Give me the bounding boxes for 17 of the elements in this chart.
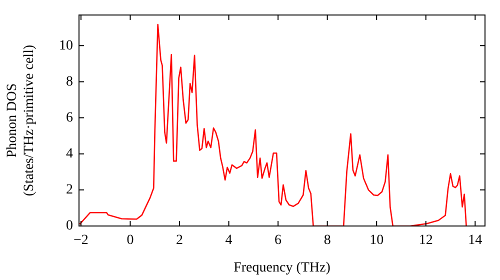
x-tick-label: 4 bbox=[225, 233, 232, 248]
x-tick-label: 14 bbox=[468, 233, 482, 248]
y-tick-label: 8 bbox=[66, 74, 73, 90]
y-tick-label: 4 bbox=[66, 146, 73, 162]
x-tick-label: 2 bbox=[176, 233, 184, 248]
x-axis-title: Frequency (THz) bbox=[234, 260, 331, 276]
x-tick-label: 12 bbox=[418, 233, 433, 248]
y-tick-label: 0 bbox=[66, 218, 73, 234]
x-tick-label: 8 bbox=[324, 233, 331, 248]
x-tick-label: 0 bbox=[126, 233, 134, 248]
y-tick-label: 6 bbox=[66, 110, 73, 126]
x-tick-label: −2 bbox=[74, 233, 88, 248]
y-tick-label: 2 bbox=[66, 182, 73, 198]
x-tick-label: 6 bbox=[274, 233, 282, 248]
x-tick-label: 10 bbox=[370, 233, 384, 248]
y-tick-label: 10 bbox=[59, 38, 73, 54]
y-axis-title: Phonon DOS (States/THz·primitive cell) bbox=[5, 44, 37, 196]
